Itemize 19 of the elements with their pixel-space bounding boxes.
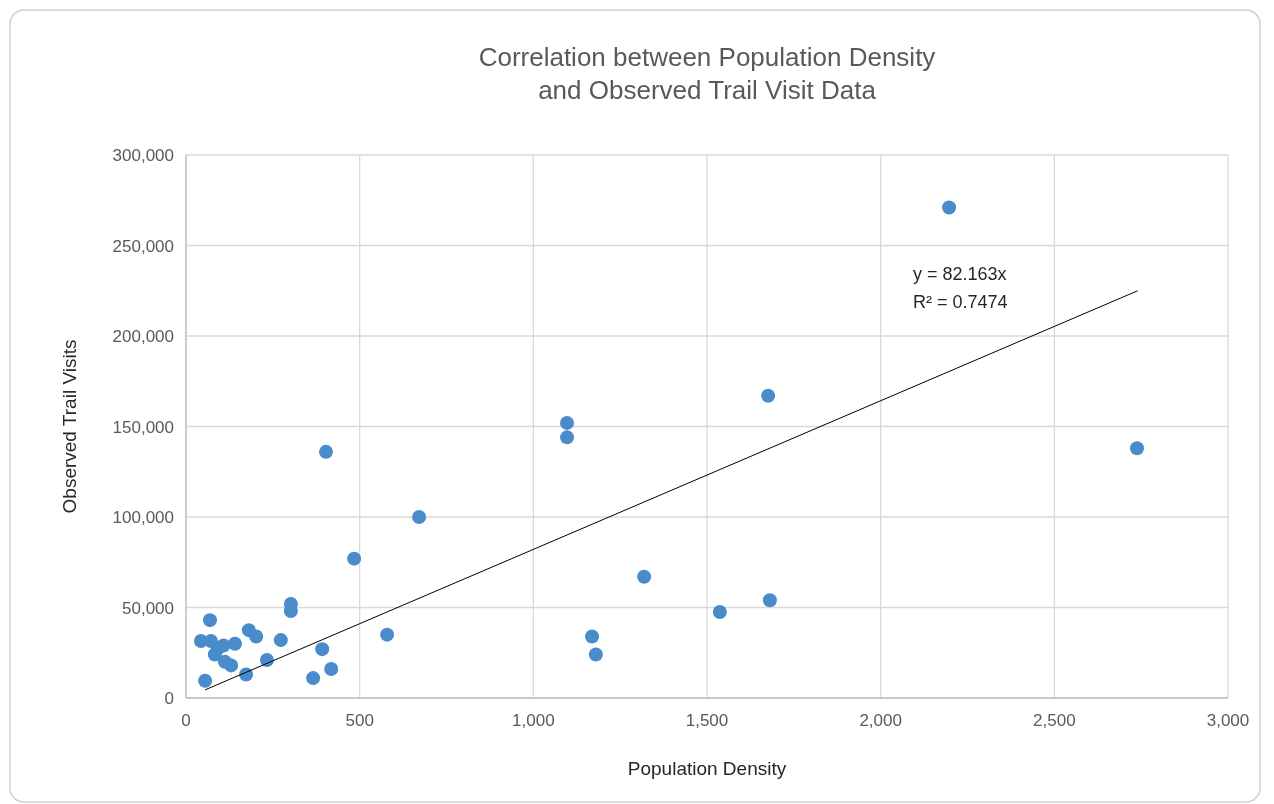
y-tick-label: 250,000 [112, 236, 174, 256]
y-tick-label: 100,000 [112, 508, 174, 527]
x-tick-label: 3,000 [1206, 711, 1250, 730]
y-tick-label: 300,000 [112, 146, 174, 165]
x-tick-label: 2,500 [1033, 711, 1076, 730]
x-tick-label: 1,000 [512, 711, 555, 730]
y-tick-label: 50,000 [122, 598, 174, 618]
x-tick-label: 0 [181, 711, 191, 730]
y-tick-label: 150,000 [112, 417, 174, 437]
x-tick-label: 2,000 [859, 711, 902, 730]
x-tick-label: 1,500 [685, 711, 729, 730]
y-tick-label: 200,000 [112, 327, 174, 346]
x-tick-label: 500 [345, 711, 374, 730]
annotation: R² = 0.7474 [913, 292, 1008, 312]
x-axis-title: Population Density [627, 758, 787, 779]
chart-title: Correlation between Population Density and Observed Trail Visit Data [478, 42, 936, 105]
y-axis-title: Observed Trail Visits [59, 339, 80, 514]
annotation: y = 82.163x [913, 264, 1007, 284]
y-tick-label: 0 [164, 689, 174, 708]
